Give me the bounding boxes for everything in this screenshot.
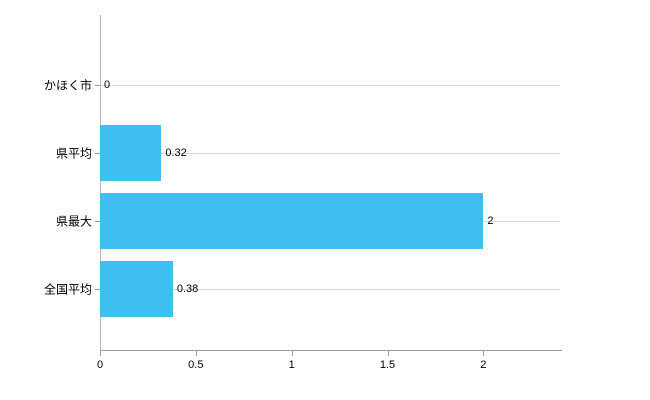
- x-axis-line: [100, 350, 562, 351]
- category-label: 県最大: [55, 214, 92, 229]
- category-label: かほく市: [43, 78, 92, 93]
- x-axis-tick-label: 1: [288, 359, 295, 371]
- x-axis-tick: [100, 351, 101, 356]
- x-axis-tick: [483, 351, 485, 356]
- category-label: 全国平均: [43, 282, 92, 297]
- x-axis-tick: [195, 351, 197, 356]
- category-tick: [95, 221, 100, 222]
- bar-value-label: 0.38: [176, 283, 199, 295]
- category-tick: [95, 85, 100, 86]
- category-tick: [95, 289, 100, 290]
- category-tick: [95, 153, 100, 154]
- x-axis-tick-label: 1.5: [379, 359, 396, 371]
- bar-2: [100, 193, 484, 249]
- bar-value-label: 2: [487, 215, 494, 227]
- category-gridline: [100, 289, 560, 290]
- x-axis-tick-label: 2: [480, 359, 487, 371]
- x-axis-tick: [387, 351, 389, 356]
- bar-value-label: 0.32: [165, 147, 187, 159]
- category-gridline: [100, 153, 560, 154]
- plot-area: 0 0.32 2 0.38: [100, 15, 560, 350]
- x-axis-tick: [291, 351, 293, 356]
- x-axis-tick-label: 0.5: [188, 359, 204, 371]
- bar-3: [100, 261, 173, 317]
- category-label: 県平均: [55, 146, 92, 161]
- bar-1: [100, 125, 162, 181]
- category-gridline: [100, 85, 560, 86]
- y-axis-line: [100, 15, 101, 350]
- bar-value-label: 0: [104, 79, 111, 91]
- x-axis-tick-label: 0: [96, 359, 104, 371]
